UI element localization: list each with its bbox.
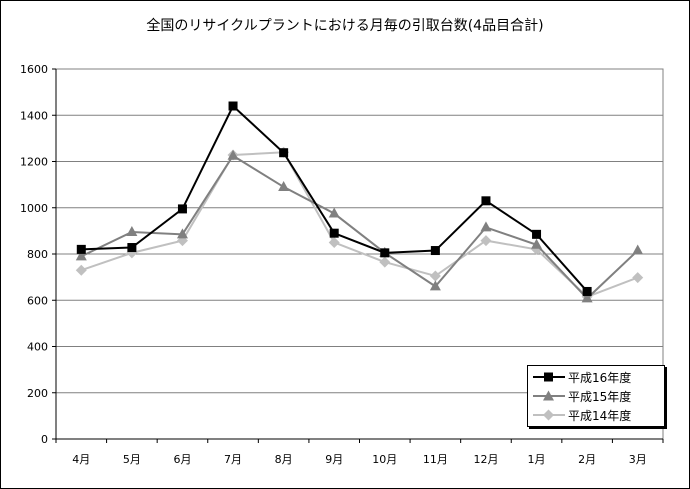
chart-title: 全国のリサイクルプラントにおける月毎の引取台数(4品目合計) — [146, 18, 544, 34]
data-point-triangle — [227, 149, 239, 160]
x-tick-label: 8月 — [275, 453, 293, 466]
data-point-triangle — [531, 238, 543, 249]
data-point-square — [380, 248, 390, 258]
series-line-diamond — [80, 151, 639, 298]
data-point-square — [279, 148, 289, 158]
data-point-diamond — [429, 270, 441, 282]
x-tick-label: 12月 — [473, 453, 498, 466]
legend-label: 平成15年度 — [568, 390, 632, 404]
legend-swatch-triangle — [533, 390, 565, 401]
data-point-triangle — [176, 228, 188, 239]
legend-item-h16: 平成16年度 — [528, 368, 664, 386]
data-point-diamond — [75, 264, 87, 276]
data-point-diamond — [379, 256, 391, 268]
legend-item-h15: 平成15年度 — [528, 387, 664, 405]
data-point-square — [582, 286, 592, 296]
x-tick-label: 7月 — [224, 453, 242, 466]
data-point-square — [430, 246, 440, 256]
data-point-square — [329, 228, 339, 238]
x-tick-label: 6月 — [173, 453, 191, 466]
data-point-triangle — [429, 280, 441, 291]
x-tick-label: 4月 — [72, 453, 90, 466]
data-point-triangle — [328, 207, 340, 218]
data-point-square — [76, 244, 86, 254]
x-tick-label: 9月 — [325, 453, 343, 466]
data-point-triangle — [126, 226, 138, 237]
data-point-square — [532, 229, 542, 239]
data-point-square — [127, 243, 137, 253]
legend-swatch-square — [533, 372, 565, 382]
x-tick-label: 10月 — [372, 453, 397, 466]
y-tick-label: 800 — [27, 248, 48, 261]
legend: 平成16年度 平成15年度 平成14年度 — [527, 365, 665, 427]
series-line-triangle — [80, 154, 639, 300]
x-tick-label: 3月 — [629, 453, 647, 466]
x-tick-label: 5月 — [123, 453, 141, 466]
y-tick-label: 400 — [27, 341, 48, 354]
legend-label: 平成14年度 — [568, 409, 632, 423]
x-tick-label: 11月 — [423, 453, 448, 466]
x-tick-label: 2月 — [578, 453, 596, 466]
data-point-diamond — [328, 236, 340, 248]
data-point-triangle — [278, 180, 290, 191]
y-tick-label: 1400 — [20, 109, 48, 122]
legend-item-h14: 平成14年度 — [528, 406, 664, 424]
y-tick-label: 1000 — [20, 202, 48, 215]
y-tick-label: 1200 — [20, 156, 48, 169]
data-point-square — [481, 196, 491, 206]
y-tick-label: 0 — [41, 433, 48, 446]
x-tick-label: 1月 — [528, 453, 546, 466]
data-point-diamond — [632, 272, 644, 284]
data-point-square — [177, 204, 187, 214]
y-tick-label: 1600 — [20, 63, 48, 76]
data-point-triangle — [581, 292, 593, 303]
legend-swatch-diamond — [533, 409, 565, 421]
data-point-triangle — [75, 250, 87, 261]
y-tick-label: 200 — [27, 387, 48, 400]
data-point-triangle — [632, 244, 644, 255]
data-point-triangle — [480, 221, 492, 232]
y-tick-label: 600 — [27, 294, 48, 307]
data-point-square — [228, 101, 238, 111]
data-point-diamond — [480, 235, 492, 247]
legend-label: 平成16年度 — [568, 371, 632, 385]
